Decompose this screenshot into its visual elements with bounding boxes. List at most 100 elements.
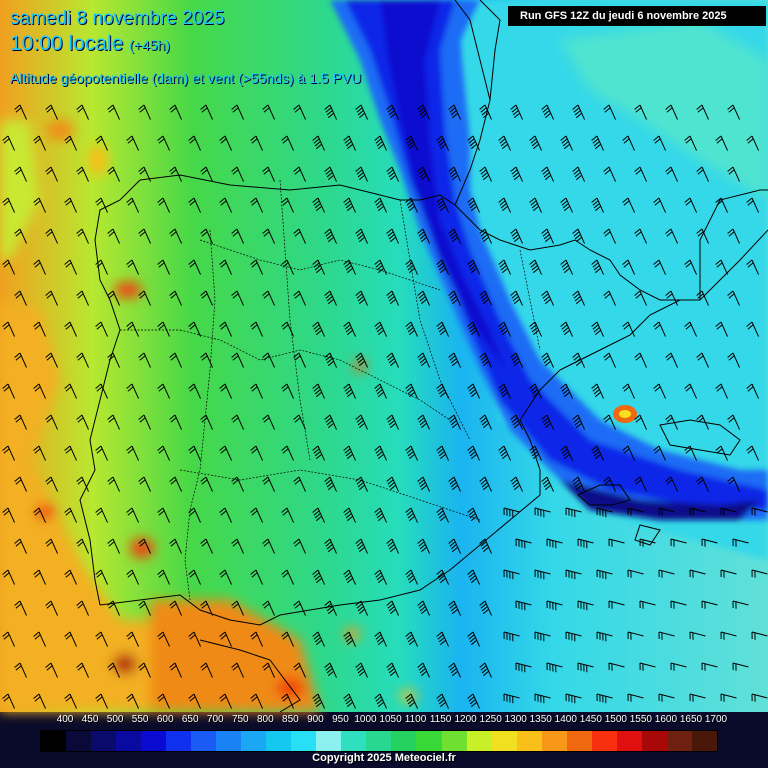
wind-barb: [64, 321, 77, 337]
wind-barb: [529, 197, 542, 213]
wind-barb: [14, 538, 27, 554]
wind-barb: [2, 383, 15, 399]
wind-barb: [448, 662, 461, 678]
wind-barb: [715, 259, 728, 275]
wind-barb: [200, 600, 213, 616]
wind-barb: [386, 352, 399, 368]
wind-barb: [126, 507, 139, 523]
wind-barb: [126, 693, 139, 709]
legend-swatch: [641, 731, 667, 751]
wind-barb: [405, 569, 418, 585]
wind-barb: [386, 538, 399, 554]
wind-barb: [670, 600, 687, 609]
legend-swatch: [591, 731, 617, 751]
wind-barb: [658, 693, 675, 702]
wind-barb: [250, 507, 263, 523]
wind-barb: [231, 166, 244, 182]
legend-swatch: [91, 731, 117, 751]
wind-barb: [169, 290, 182, 306]
wind-barb: [417, 228, 430, 244]
wind-barb: [231, 414, 244, 430]
wind-barb: [732, 600, 749, 609]
wind-barb: [727, 290, 740, 306]
wind-barb: [565, 693, 582, 704]
wind-barb: [684, 135, 697, 151]
wind-barb: [696, 290, 709, 306]
wind-barb: [405, 507, 418, 523]
legend-label: 500: [106, 714, 124, 725]
wind-barb: [231, 290, 244, 306]
legend-label: 1550: [629, 714, 652, 725]
wind-barbs: [2, 104, 768, 709]
wind-barb: [262, 662, 275, 678]
wind-barb: [157, 693, 170, 709]
wind-barb: [293, 662, 306, 678]
wind-barb: [33, 569, 46, 585]
wind-barb: [312, 197, 325, 213]
wind-barb: [76, 166, 89, 182]
wind-barb: [658, 507, 675, 516]
wind-barb: [467, 693, 480, 709]
wind-barb: [386, 228, 399, 244]
wind-barb: [200, 290, 213, 306]
legend-label: 900: [307, 714, 324, 725]
wind-barb: [374, 383, 387, 399]
wind-barb: [169, 166, 182, 182]
wind-barb: [720, 631, 737, 640]
wind-barb: [45, 290, 58, 306]
legend-swatch: [691, 731, 717, 751]
wind-barb: [689, 507, 706, 516]
wind-barb: [188, 445, 201, 461]
wind-barb: [250, 383, 263, 399]
wind-barb: [529, 135, 542, 151]
wind-barb: [76, 662, 89, 678]
wind-barb: [281, 507, 294, 523]
wind-barb: [479, 104, 492, 120]
wind-barb: [727, 104, 740, 120]
wind-barb: [405, 321, 418, 337]
wind-barb: [343, 445, 356, 461]
wind-barb: [670, 662, 687, 671]
wind-barb: [386, 476, 399, 492]
wind-barb: [653, 197, 666, 213]
wind-barb: [126, 383, 139, 399]
field-trough: [330, 0, 768, 520]
wind-barb: [107, 476, 120, 492]
wind-barb: [293, 166, 306, 182]
wind-barb: [684, 197, 697, 213]
wind-barb: [701, 600, 718, 609]
legend-label: 700: [206, 714, 224, 725]
wind-barb: [45, 414, 58, 430]
wind-barb: [572, 290, 585, 306]
wind-barb: [684, 321, 697, 337]
wind-barb: [696, 228, 709, 244]
wind-barb: [515, 538, 532, 549]
wind-barb: [33, 383, 46, 399]
legend-swatch: [491, 731, 517, 751]
forecast-date: samedi 8 novembre 2025: [10, 8, 225, 29]
wind-barb: [665, 352, 678, 368]
wind-barb: [603, 290, 616, 306]
wind-barb: [727, 476, 740, 492]
wind-barb: [45, 538, 58, 554]
wind-barb: [2, 631, 15, 647]
wind-barb: [14, 352, 27, 368]
wind-barb: [665, 414, 678, 430]
wind-barb: [293, 600, 306, 616]
wind-barb: [107, 290, 120, 306]
legend-swatch: [166, 731, 192, 751]
wind-barb: [219, 321, 232, 337]
wind-barb: [95, 445, 108, 461]
wind-barb: [293, 414, 306, 430]
wind-barb: [324, 600, 337, 616]
wind-barb: [188, 507, 201, 523]
wind-barb: [696, 414, 709, 430]
wind-barb: [374, 631, 387, 647]
legend-label: 450: [81, 714, 99, 725]
wind-barb: [374, 321, 387, 337]
wind-barb: [374, 259, 387, 275]
legend-label: 1300: [504, 714, 527, 725]
legend-swatch: [66, 731, 92, 751]
wind-barb: [534, 631, 551, 642]
wind-barb: [33, 135, 46, 151]
